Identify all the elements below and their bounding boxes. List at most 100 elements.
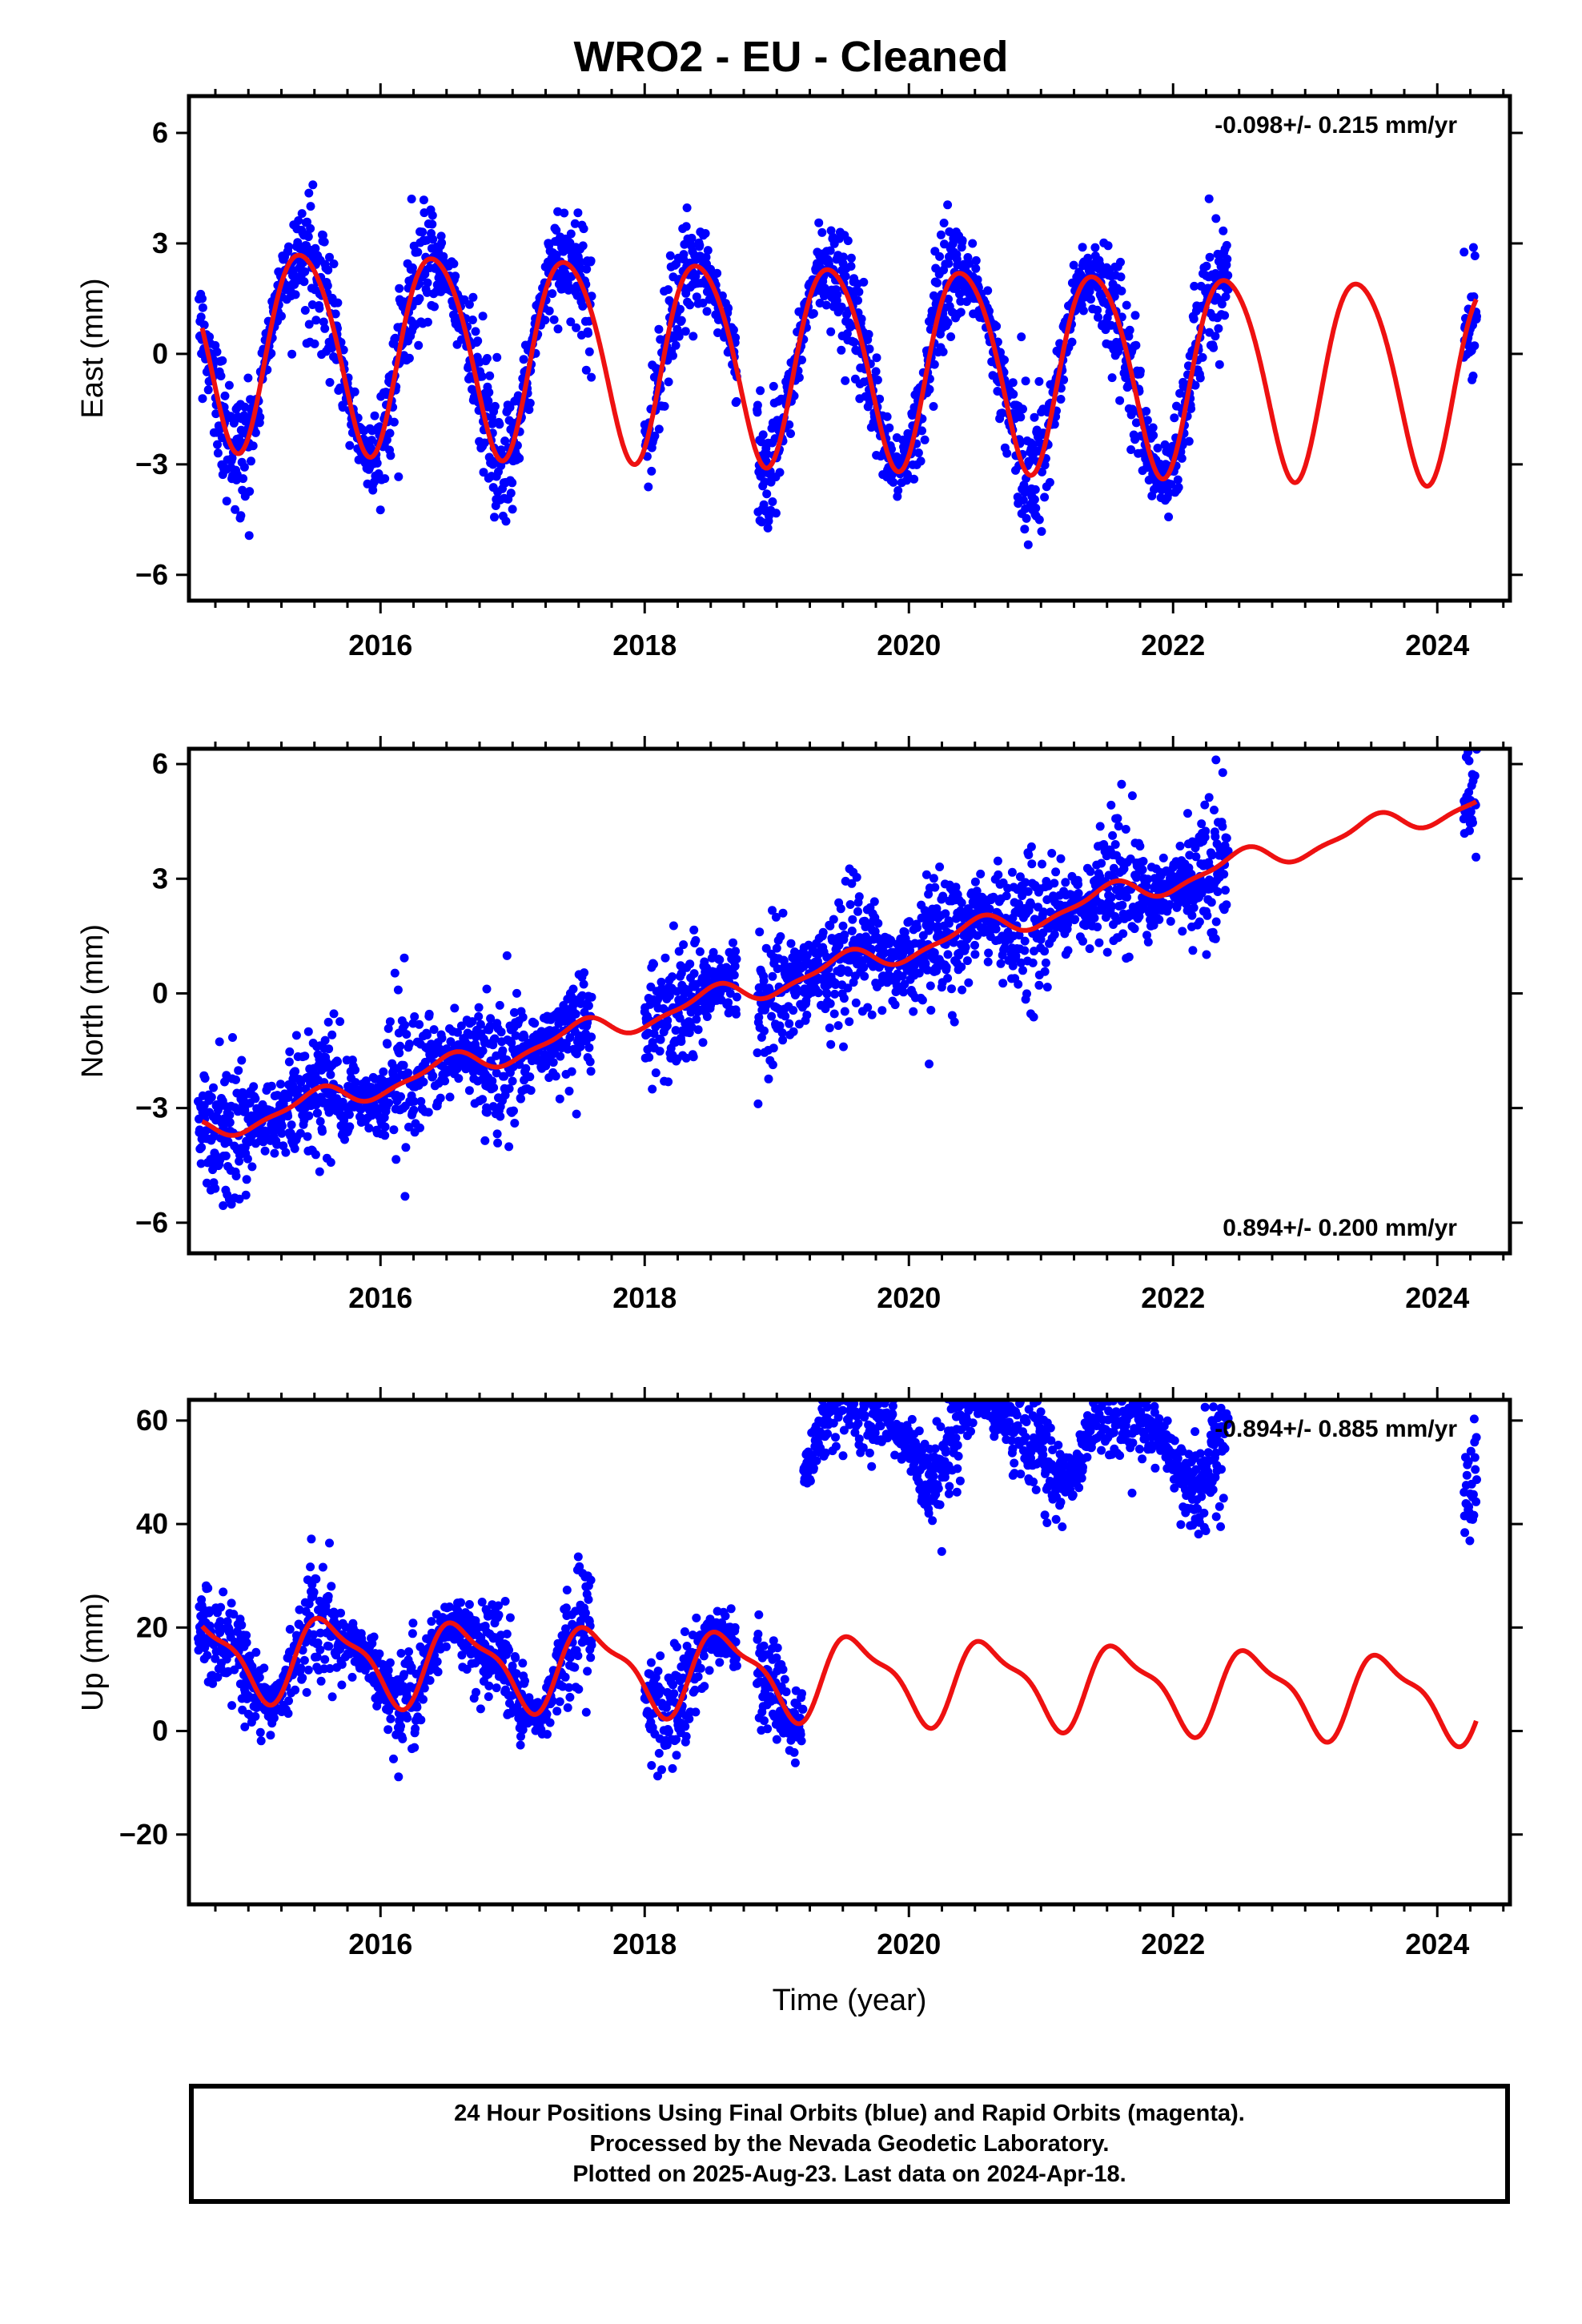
north-point [890, 1000, 900, 1010]
east-point [220, 391, 230, 400]
north-point [1187, 911, 1197, 920]
east-point [1128, 407, 1138, 416]
north-point [393, 985, 403, 995]
north-point [556, 1051, 565, 1061]
east-point [1460, 247, 1469, 257]
north-point [587, 1032, 596, 1042]
east-point [691, 271, 701, 281]
north-point [1061, 878, 1070, 887]
north-point [380, 1131, 390, 1140]
east-point [325, 378, 335, 387]
north-point [957, 898, 966, 907]
north-point [1118, 900, 1127, 910]
north-point [984, 948, 994, 958]
north-scatter [194, 749, 1481, 1210]
east-point [769, 381, 778, 391]
east-point [198, 303, 207, 312]
east-point [423, 317, 432, 327]
north-point [957, 962, 966, 971]
north-point [364, 1124, 374, 1133]
north-point [508, 1076, 517, 1086]
east-point [1468, 243, 1478, 252]
east-point [771, 509, 781, 518]
east-point [525, 398, 535, 408]
north-point [383, 1023, 393, 1033]
north-y-tick-label: 3 [152, 862, 168, 895]
north-point [917, 995, 927, 1005]
north-point [760, 1026, 769, 1035]
north-point [303, 1132, 312, 1141]
east-point [199, 320, 209, 330]
north-point [490, 1034, 500, 1043]
up-point [203, 1583, 213, 1593]
north-point [329, 1009, 339, 1019]
east-point [681, 288, 691, 298]
east-point [485, 371, 495, 380]
north-point [843, 983, 853, 993]
north-point [1117, 779, 1126, 789]
north-point [270, 1148, 279, 1158]
east-point [500, 436, 510, 446]
north-point [1041, 958, 1050, 967]
east-point [549, 315, 559, 324]
east-point [943, 318, 953, 328]
east-point [560, 208, 569, 218]
east-point [1016, 412, 1026, 422]
north-point [829, 915, 838, 924]
north-point [318, 1127, 327, 1136]
east-point [196, 312, 206, 322]
north-point [277, 1128, 287, 1138]
east-point [939, 219, 949, 227]
east-point [1126, 445, 1136, 454]
east-point [814, 218, 824, 227]
north-point [930, 883, 940, 892]
north-point [1204, 793, 1214, 802]
east-point [971, 263, 981, 273]
east-point [370, 411, 379, 420]
east-point [484, 388, 494, 397]
east-point [650, 431, 660, 440]
east-point [375, 505, 385, 515]
east-point [566, 317, 576, 327]
north-point [853, 907, 862, 916]
north-point [200, 1074, 210, 1083]
east-point [763, 523, 773, 533]
north-point [586, 1067, 596, 1076]
north-point [1154, 915, 1164, 924]
north-point [755, 927, 765, 937]
east-point [325, 252, 334, 262]
north-point [326, 1070, 335, 1080]
north-point [679, 940, 689, 950]
north-point [880, 948, 889, 958]
east-point [664, 285, 673, 295]
north-point [437, 1033, 447, 1043]
north-point [656, 977, 666, 987]
north-point [664, 1077, 673, 1087]
north-point [768, 1060, 777, 1070]
north-point [1028, 958, 1038, 967]
east-point [578, 301, 588, 311]
east-point [910, 404, 919, 413]
east-point [323, 265, 333, 275]
east-point [496, 461, 506, 470]
north-point [492, 1068, 501, 1078]
north-point [215, 1037, 224, 1047]
north-point [1040, 947, 1050, 956]
north-point [976, 869, 986, 879]
north-point [485, 1022, 495, 1031]
east-point [501, 517, 511, 526]
up-point [285, 1625, 295, 1634]
north-point [830, 989, 840, 999]
east-point [331, 309, 340, 319]
north-point [495, 1000, 504, 1010]
north-point [802, 1011, 812, 1019]
east-point [307, 300, 317, 309]
north-point [651, 1068, 661, 1078]
east-point [971, 255, 981, 265]
north-point [504, 1142, 514, 1152]
north-point [1468, 818, 1477, 827]
north-point [993, 856, 1002, 866]
north-point [926, 981, 935, 991]
north-point [785, 1019, 794, 1028]
north-point [568, 984, 578, 994]
